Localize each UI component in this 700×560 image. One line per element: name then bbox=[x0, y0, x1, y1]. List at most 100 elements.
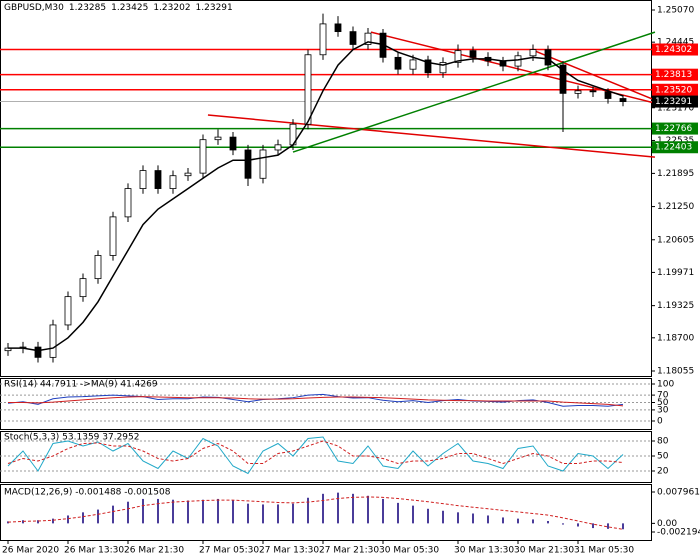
x-tick-label: 26 Mar 21:30 bbox=[124, 546, 184, 556]
candle-body bbox=[619, 98, 627, 103]
candle-body bbox=[529, 49, 537, 57]
candle-body bbox=[124, 188, 132, 218]
indicator-line bbox=[7, 436, 624, 475]
y-tick-label: 1.20605 bbox=[657, 235, 694, 245]
y-tick-label: 1.18055 bbox=[657, 367, 694, 377]
header-value: 1.23285 bbox=[69, 3, 106, 13]
trendline bbox=[292, 31, 656, 153]
indicator-line bbox=[7, 393, 624, 407]
header-value: 1.23202 bbox=[153, 3, 190, 13]
stoch-frame bbox=[0, 431, 652, 483]
candle-body bbox=[319, 23, 327, 56]
x-tick-label: 27 Mar 05:30 bbox=[199, 546, 259, 556]
level-box bbox=[652, 122, 698, 135]
candle-body bbox=[94, 255, 102, 280]
y-tick-label: 0.007961 bbox=[657, 488, 700, 498]
moving-average bbox=[8, 41, 624, 352]
indicator-title: Stoch(5,3,3) 53.1359 37.2952 bbox=[4, 433, 139, 443]
y-tick-label: 1.21250 bbox=[657, 202, 694, 212]
candle-body bbox=[229, 136, 237, 151]
candle-body bbox=[364, 32, 372, 45]
y-tick-label: 1.19325 bbox=[657, 301, 694, 311]
level-label: 1.22403 bbox=[655, 143, 692, 153]
level-label: 1.23520 bbox=[655, 85, 692, 95]
candle-body bbox=[184, 172, 192, 177]
y-tick-label: 80 bbox=[657, 437, 669, 447]
indicator-title: RSI(14) 44.7911 ->MA(9) 41.4269 bbox=[4, 380, 158, 390]
candle-body bbox=[439, 62, 447, 74]
candle-body bbox=[109, 216, 117, 256]
y-tick-label: -0.002194 bbox=[657, 528, 700, 538]
candle-body bbox=[34, 346, 42, 358]
candle-body bbox=[169, 175, 177, 189]
level-box bbox=[652, 68, 698, 81]
candle-body bbox=[499, 60, 507, 67]
indicator-line bbox=[7, 440, 624, 465]
candle-body bbox=[424, 59, 432, 74]
y-tick-label: 1.23170 bbox=[657, 103, 694, 113]
y-tick-label: 1.21895 bbox=[657, 169, 694, 179]
x-tick-label: 31 Mar 05:30 bbox=[574, 546, 634, 556]
y-tick-label: 1.19971 bbox=[657, 268, 694, 278]
candle-body bbox=[544, 49, 552, 66]
level-label: 1.23813 bbox=[655, 70, 692, 80]
candle-body bbox=[214, 136, 222, 141]
y-tick-label: 1.25070 bbox=[657, 6, 694, 16]
trendline bbox=[532, 49, 656, 101]
macd-frame bbox=[0, 484, 652, 541]
y-tick-label: 70 bbox=[657, 391, 669, 401]
y-tick-label: 1.22535 bbox=[657, 136, 694, 146]
y-tick-label: 30 bbox=[657, 405, 669, 415]
candle-body bbox=[334, 23, 342, 33]
y-tick-label: 1.24445 bbox=[657, 38, 694, 48]
chart-header: GBPUSD,M30 1.23285 1.23425 1.23202 1.23291 bbox=[4, 3, 233, 13]
candle-body bbox=[304, 54, 312, 125]
level-label: 1.24302 bbox=[655, 45, 692, 55]
candle-body bbox=[394, 56, 402, 70]
level-box bbox=[652, 83, 698, 96]
candle-body bbox=[514, 55, 522, 67]
plot-layer: 1.25070 1.24445 1.23170 1.22535 1.21895 1.212… bbox=[0, 3, 700, 556]
signal-line bbox=[7, 496, 624, 530]
x-tick-label: 30 Mar 13:30 bbox=[454, 546, 514, 556]
x-tick-label: 26 Mar 13:30 bbox=[64, 546, 124, 556]
candle-body bbox=[274, 144, 282, 151]
level-box bbox=[652, 43, 698, 56]
candle-body bbox=[244, 149, 252, 179]
candle-body bbox=[454, 50, 462, 63]
y-tick-label: 1.18700 bbox=[657, 333, 694, 343]
indicator-title: MACD(12,26,9) -0.001488 -0.001508 bbox=[4, 488, 171, 498]
candle-body bbox=[349, 31, 357, 45]
price-label: 1.23291 bbox=[655, 97, 692, 107]
x-tick-label: 26 Mar 2020 bbox=[2, 546, 59, 556]
candle-body bbox=[79, 278, 87, 298]
level-label: 1.22766 bbox=[655, 124, 692, 134]
x-tick-label: 30 Mar 05:30 bbox=[379, 546, 439, 556]
candle-body bbox=[154, 170, 162, 189]
candle-body bbox=[409, 59, 417, 70]
x-tick-label: 27 Mar 21:30 bbox=[319, 546, 379, 556]
x-tick-label: 30 Mar 21:30 bbox=[514, 546, 574, 556]
x-tick-label: 27 Mar 13:30 bbox=[259, 546, 319, 556]
candle-body bbox=[49, 324, 57, 358]
candle-body bbox=[259, 149, 267, 179]
y-tick-label: 50 bbox=[657, 398, 669, 408]
candle-body bbox=[604, 91, 612, 99]
level-box bbox=[652, 141, 698, 154]
candle-body bbox=[139, 170, 147, 189]
price-box bbox=[652, 95, 698, 108]
candle-body bbox=[589, 90, 597, 93]
candle-body bbox=[559, 64, 567, 94]
y-tick-label: 0 bbox=[657, 417, 663, 427]
main-frame bbox=[0, 0, 652, 377]
candle-body bbox=[64, 296, 72, 326]
rsi-frame bbox=[0, 378, 652, 430]
y-tick-label: 50 bbox=[657, 452, 669, 462]
y-tick-label: 0.00 bbox=[657, 519, 677, 529]
header-value: 1.23425 bbox=[111, 3, 148, 13]
y-tick-label: 20 bbox=[657, 467, 669, 477]
header-value: GBPUSD,M30 bbox=[4, 3, 64, 13]
header-value: 1.23291 bbox=[196, 3, 233, 13]
candle-body bbox=[199, 139, 207, 174]
